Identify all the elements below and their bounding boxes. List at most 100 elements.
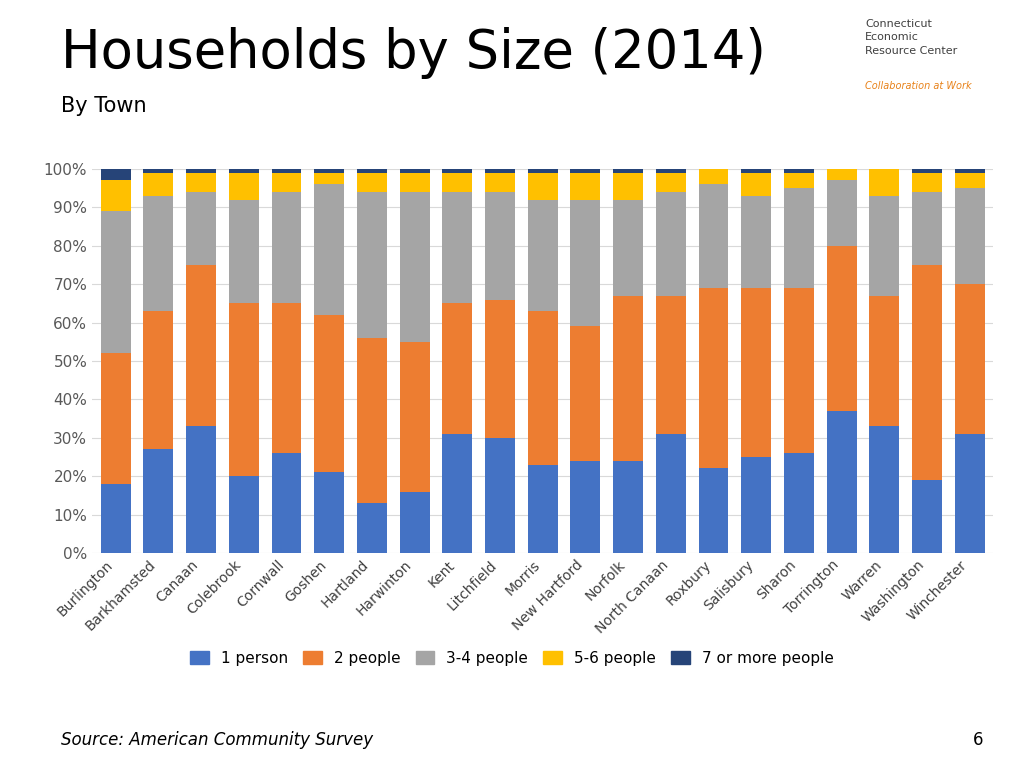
Bar: [698, 169, 728, 184]
Bar: [527, 169, 558, 173]
Bar: [485, 169, 515, 173]
Bar: [527, 311, 558, 465]
Bar: [869, 196, 899, 296]
Bar: [954, 169, 985, 173]
Bar: [570, 200, 600, 326]
Bar: [954, 284, 985, 434]
Bar: [100, 180, 131, 211]
Bar: [912, 480, 942, 553]
Bar: [527, 200, 558, 311]
Bar: [698, 288, 728, 468]
Bar: [570, 461, 600, 553]
Bar: [228, 200, 259, 303]
Bar: [100, 353, 131, 484]
Bar: [613, 200, 643, 296]
Bar: [784, 169, 814, 173]
Bar: [186, 192, 216, 265]
Bar: [698, 468, 728, 553]
Bar: [954, 188, 985, 284]
Bar: [741, 173, 771, 196]
Bar: [271, 453, 301, 553]
Bar: [613, 173, 643, 200]
Bar: [912, 192, 942, 265]
Bar: [442, 173, 472, 192]
Bar: [954, 434, 985, 553]
Bar: [271, 169, 301, 173]
Bar: [826, 180, 857, 246]
Bar: [228, 169, 259, 173]
Bar: [143, 169, 173, 173]
Bar: [570, 173, 600, 200]
Bar: [570, 326, 600, 461]
Bar: [656, 169, 686, 173]
Bar: [399, 342, 429, 492]
Bar: [613, 461, 643, 553]
Bar: [656, 173, 686, 192]
Text: By Town: By Town: [61, 96, 147, 116]
Bar: [826, 169, 857, 180]
Bar: [314, 315, 344, 472]
Bar: [357, 503, 387, 553]
Bar: [784, 173, 814, 188]
Text: Connecticut
Economic
Resource Center: Connecticut Economic Resource Center: [865, 19, 957, 55]
Bar: [186, 173, 216, 192]
Bar: [143, 173, 173, 196]
Bar: [271, 303, 301, 453]
Bar: [314, 472, 344, 553]
Bar: [399, 492, 429, 553]
Bar: [741, 196, 771, 288]
Bar: [613, 296, 643, 461]
Bar: [271, 192, 301, 303]
Bar: [656, 434, 686, 553]
Bar: [314, 184, 344, 315]
Bar: [698, 184, 728, 288]
Bar: [527, 465, 558, 553]
Bar: [869, 426, 899, 553]
Bar: [399, 169, 429, 173]
Bar: [314, 169, 344, 173]
Bar: [186, 169, 216, 173]
Bar: [143, 196, 173, 311]
Bar: [485, 173, 515, 192]
Bar: [784, 188, 814, 288]
Bar: [100, 211, 131, 353]
Bar: [826, 246, 857, 411]
Legend: 1 person, 2 people, 3-4 people, 5-6 people, 7 or more people: 1 person, 2 people, 3-4 people, 5-6 peop…: [184, 645, 840, 672]
Bar: [357, 338, 387, 503]
Bar: [784, 288, 814, 453]
Bar: [869, 169, 899, 196]
Bar: [228, 303, 259, 476]
Bar: [527, 173, 558, 200]
Bar: [613, 169, 643, 173]
Bar: [186, 426, 216, 553]
Text: Source: American Community Survey: Source: American Community Survey: [61, 731, 374, 749]
Bar: [357, 173, 387, 192]
Bar: [442, 434, 472, 553]
Bar: [485, 300, 515, 438]
Bar: [143, 449, 173, 553]
Bar: [912, 169, 942, 173]
Bar: [741, 169, 771, 173]
Bar: [741, 288, 771, 457]
Bar: [656, 296, 686, 434]
Bar: [143, 311, 173, 449]
Bar: [100, 169, 131, 180]
Bar: [357, 192, 387, 338]
Bar: [954, 173, 985, 188]
Bar: [485, 438, 515, 553]
Bar: [357, 169, 387, 173]
Bar: [228, 173, 259, 200]
Bar: [912, 173, 942, 192]
Bar: [912, 265, 942, 480]
Bar: [186, 265, 216, 426]
Bar: [228, 476, 259, 553]
Bar: [271, 173, 301, 192]
Bar: [826, 411, 857, 553]
Bar: [442, 192, 472, 303]
Bar: [741, 457, 771, 553]
Text: 6: 6: [973, 731, 983, 749]
Bar: [570, 169, 600, 173]
Bar: [100, 484, 131, 553]
Text: Collaboration at Work: Collaboration at Work: [865, 81, 972, 91]
Bar: [784, 453, 814, 553]
